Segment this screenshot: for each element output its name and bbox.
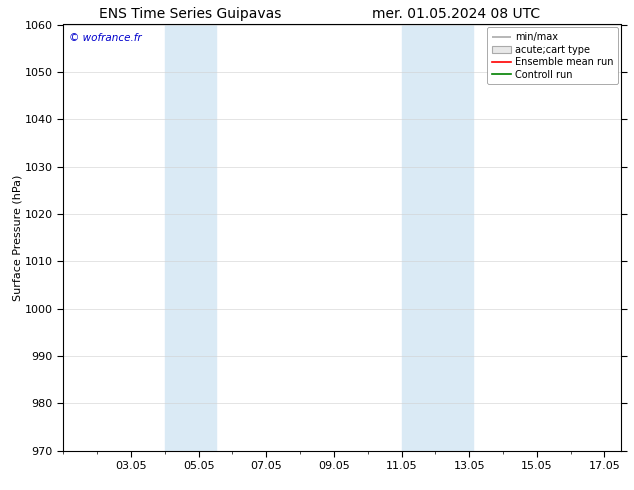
Text: ENS Time Series Guipavas: ENS Time Series Guipavas bbox=[99, 7, 281, 22]
Legend: min/max, acute;cart type, Ensemble mean run, Controll run: min/max, acute;cart type, Ensemble mean … bbox=[487, 27, 618, 84]
Y-axis label: Surface Pressure (hPa): Surface Pressure (hPa) bbox=[12, 174, 22, 301]
Text: mer. 01.05.2024 08 UTC: mer. 01.05.2024 08 UTC bbox=[372, 7, 541, 22]
Bar bbox=[401, 24, 472, 451]
Bar bbox=[165, 24, 216, 451]
Text: © wofrance.fr: © wofrance.fr bbox=[69, 33, 141, 43]
